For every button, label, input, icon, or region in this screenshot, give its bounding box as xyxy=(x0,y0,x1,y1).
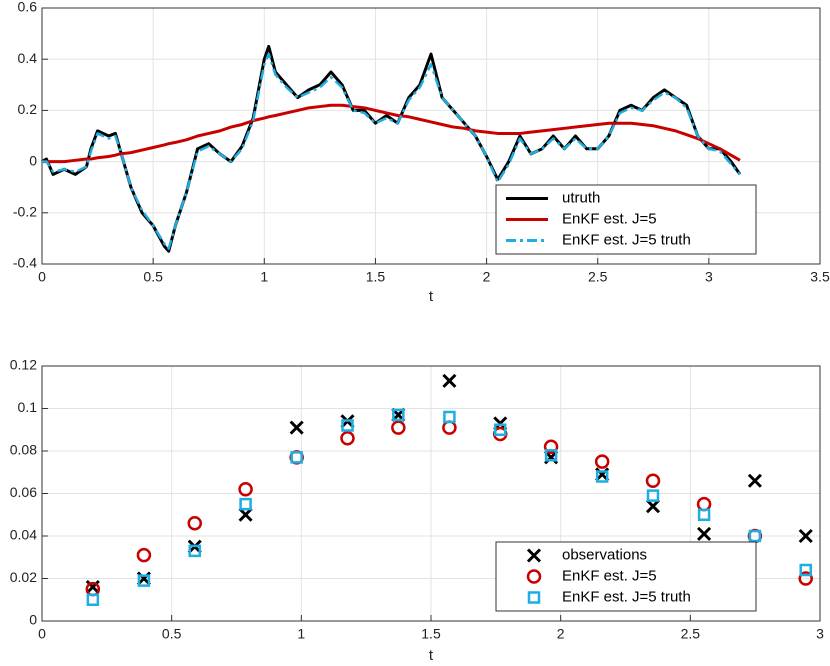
y-tick-label: 0.1 xyxy=(18,399,38,415)
data-line xyxy=(42,52,741,250)
marker-square xyxy=(392,408,405,422)
subplot: 0 0.5 1 1.5 2 2.5 3 3.5 -0.4 -0.2 0 0.2 0.4 0.6 t utrut… xyxy=(13,0,830,305)
marker-circle xyxy=(798,571,813,586)
y-tick-label: 0.08 xyxy=(10,442,37,458)
marker-x xyxy=(645,499,661,514)
marker-x xyxy=(289,420,304,435)
marker-x xyxy=(798,528,813,544)
legend-label: observations xyxy=(562,546,647,563)
data-line xyxy=(42,103,741,164)
marker-square xyxy=(443,410,456,424)
x-tick-label: 2 xyxy=(483,269,491,285)
marker-square xyxy=(799,563,812,577)
y-tick-label: 0.04 xyxy=(10,527,37,543)
marker-circle xyxy=(187,516,202,531)
marker-square xyxy=(748,529,762,543)
y-tick-label: -0.2 xyxy=(13,204,37,220)
x-tick-label: 2 xyxy=(557,626,565,642)
marker-square xyxy=(239,497,252,511)
x-tick-label: 1.5 xyxy=(421,626,441,642)
legend-label: EnKF est. J=5 xyxy=(562,567,657,584)
marker-x xyxy=(747,473,762,488)
x-tick-label: 2.5 xyxy=(681,626,701,642)
marker-square xyxy=(646,489,660,502)
marker-square xyxy=(341,419,354,432)
marker-circle xyxy=(238,482,253,497)
y-tick-label: 0 xyxy=(29,612,37,628)
legend-label: EnKF est. J=5 truth xyxy=(562,231,691,248)
marker-square xyxy=(137,574,151,587)
x-tick-label: 3 xyxy=(705,269,713,285)
subplot: 0 0.5 1 1.5 2 2.5 3 0 0.02 0.04 0.06 0.08 0.1 0.12 t ob… xyxy=(10,357,824,664)
y-tick-label: 0.4 xyxy=(18,50,38,66)
x-axis-label: t xyxy=(429,288,434,305)
marker-x xyxy=(697,526,712,541)
marker-x xyxy=(526,548,542,563)
x-tick-label: 2.5 xyxy=(588,269,608,285)
legend: observations EnKF est. J=5 EnKF est. J=5 t… xyxy=(495,541,757,612)
legend-label: utruth xyxy=(562,189,600,206)
legend-box xyxy=(495,184,757,255)
x-tick-label: 0.5 xyxy=(162,626,182,642)
marker-square xyxy=(697,508,711,521)
marker-x xyxy=(238,507,253,522)
axes-box xyxy=(41,365,821,622)
marker-square xyxy=(595,470,609,483)
x-axis-label: t xyxy=(429,647,434,664)
marker-x xyxy=(85,579,100,595)
x-tick-label: 3.5 xyxy=(810,269,830,285)
marker-circle xyxy=(594,454,610,469)
y-tick-label: 0.2 xyxy=(18,101,38,117)
x-tick-label: 1 xyxy=(260,269,268,285)
marker-square xyxy=(188,544,201,558)
marker-square xyxy=(86,593,100,606)
y-tick-label: 0 xyxy=(29,152,37,168)
marker-circle xyxy=(645,473,661,488)
y-tick-label: 0.12 xyxy=(10,357,37,373)
x-tick-label: 0 xyxy=(38,626,46,642)
y-tick-label: 0.06 xyxy=(10,484,37,500)
marker-square xyxy=(493,423,507,436)
legend: utruth EnKF est. J=5 EnKF est. J=5 truth xyxy=(495,184,757,255)
marker-square xyxy=(544,449,558,462)
marker-square xyxy=(290,451,303,464)
x-tick-label: 0 xyxy=(38,269,46,285)
x-tick-label: 1 xyxy=(297,626,305,642)
marker-square xyxy=(527,591,541,604)
marker-circle xyxy=(543,439,559,454)
y-tick-label: -0.4 xyxy=(13,255,37,271)
marker-circle xyxy=(391,420,406,435)
y-tick-label: 0.02 xyxy=(10,569,37,585)
legend-label: EnKF est. J=5 xyxy=(562,210,657,227)
marker-circle xyxy=(340,431,355,446)
legend-label: EnKF est. J=5 truth xyxy=(562,588,691,605)
marker-circle xyxy=(136,547,152,563)
y-tick-label: 0.6 xyxy=(18,0,38,15)
x-tick-label: 1.5 xyxy=(366,269,386,285)
axes-box xyxy=(41,7,821,265)
x-tick-label: 3 xyxy=(816,626,824,642)
marker-circle xyxy=(526,569,542,584)
marker-x xyxy=(442,373,457,388)
x-tick-label: 0.5 xyxy=(143,269,163,285)
